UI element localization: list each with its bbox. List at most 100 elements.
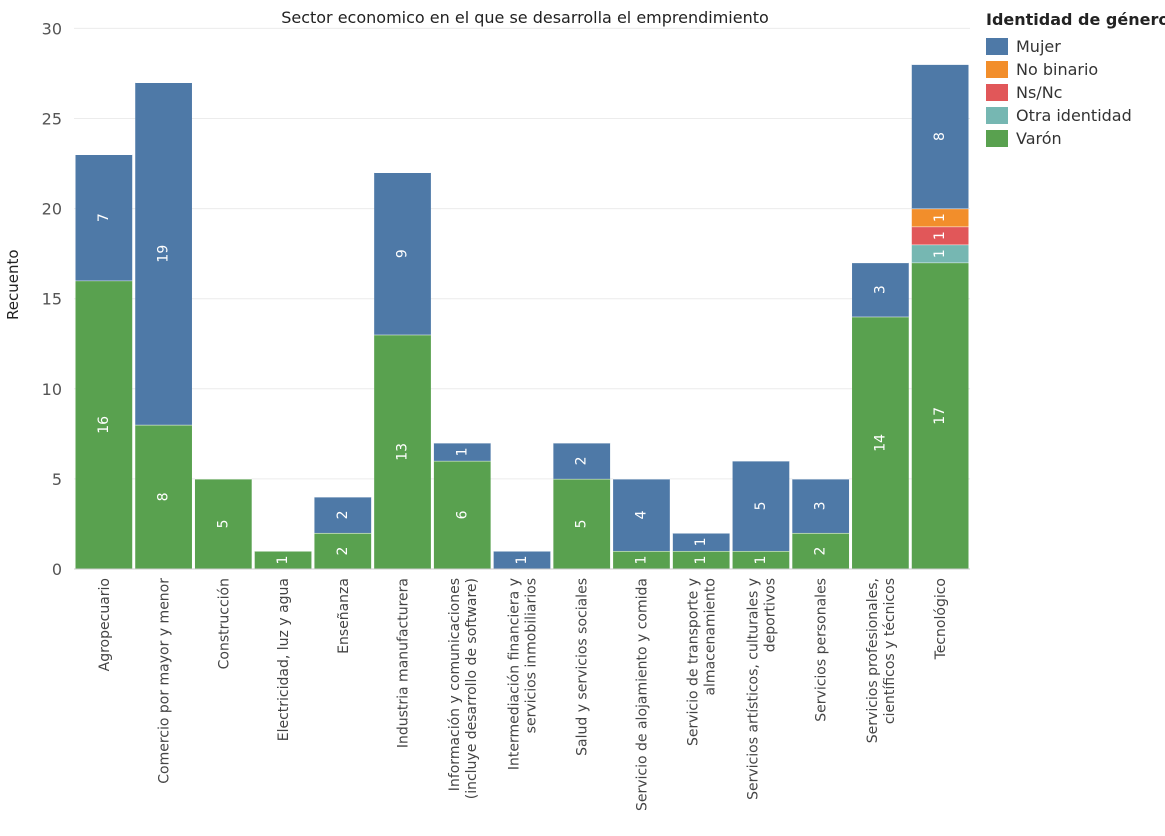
y-tick-label: 15 bbox=[42, 290, 62, 309]
x-tick-label: (incluye desarrollo de software) bbox=[464, 578, 480, 799]
legend-items: Mujer No binario Ns/Nc Otra identidad Varón bbox=[986, 35, 1165, 150]
legend-title: Identidad de género bbox=[986, 10, 1165, 29]
y-tick-label: 30 bbox=[42, 19, 62, 38]
bar-segment bbox=[852, 316, 909, 569]
data-label: 4 bbox=[633, 510, 649, 519]
x-tick-label: Información y comunicaciones bbox=[447, 578, 463, 791]
legend-swatch bbox=[986, 61, 1008, 78]
bar-segment bbox=[314, 496, 372, 533]
y-tick-label: 25 bbox=[42, 109, 62, 128]
data-label: 2 bbox=[813, 547, 829, 556]
legend-swatch bbox=[986, 130, 1008, 147]
bar-segment bbox=[75, 154, 133, 281]
bar-segment bbox=[911, 208, 969, 227]
bar-segment bbox=[792, 478, 850, 533]
data-label: 1 bbox=[693, 556, 709, 565]
data-label: 1 bbox=[275, 556, 291, 565]
bar-segment bbox=[194, 478, 252, 569]
x-tick-label: Tecnológico bbox=[933, 578, 949, 660]
bar-segment bbox=[732, 460, 790, 551]
bar-segment bbox=[792, 532, 850, 569]
data-label: 8 bbox=[932, 132, 948, 141]
bar-segment bbox=[613, 550, 670, 569]
x-tick-label: científicos y técnicos bbox=[882, 578, 898, 724]
bar-segment bbox=[433, 442, 491, 461]
x-tick-label: Servicio de transporte y bbox=[686, 578, 702, 746]
x-tick-label: deportivos bbox=[762, 578, 778, 652]
bar-segment bbox=[374, 334, 431, 569]
y-tick-label: 5 bbox=[52, 470, 62, 489]
x-tick-label: Servicios personales bbox=[814, 578, 830, 722]
data-label: 1 bbox=[932, 213, 948, 222]
bar-segment bbox=[852, 262, 909, 317]
bar-segment bbox=[672, 532, 730, 551]
legend-item[interactable]: Ns/Nc bbox=[986, 81, 1165, 104]
y-tick-label: 20 bbox=[42, 200, 62, 219]
bar-segment bbox=[135, 424, 192, 569]
x-tick-label: Electricidad, luz y agua bbox=[276, 578, 292, 741]
legend-item[interactable]: Otra identidad bbox=[986, 104, 1165, 127]
data-label: 14 bbox=[872, 434, 888, 452]
legend-swatch bbox=[986, 107, 1008, 124]
data-label: 7 bbox=[96, 213, 112, 222]
x-tick-label: servicios inmobiliarios bbox=[524, 578, 540, 733]
data-label: 5 bbox=[215, 519, 231, 528]
bar-segment bbox=[493, 550, 551, 569]
bar-segment bbox=[75, 280, 133, 569]
data-label: 9 bbox=[395, 249, 411, 258]
data-label: 1 bbox=[514, 556, 530, 565]
legend-item[interactable]: No binario bbox=[986, 58, 1165, 81]
legend-label: Otra identidad bbox=[1016, 106, 1132, 125]
data-label: 3 bbox=[813, 501, 829, 510]
x-tick-label: Enseñanza bbox=[336, 578, 352, 654]
data-label: 2 bbox=[574, 456, 590, 465]
data-label: 1 bbox=[454, 447, 470, 456]
data-label: 2 bbox=[335, 510, 351, 519]
data-label: 2 bbox=[335, 547, 351, 556]
x-tick-label: Servicios artísticos, culturales y bbox=[745, 578, 761, 800]
data-label: 3 bbox=[872, 285, 888, 294]
data-label: 1 bbox=[753, 556, 769, 565]
bar-segment bbox=[254, 550, 312, 569]
x-tick-label: Servicios profesionales, bbox=[865, 578, 881, 743]
x-tick-label: Agropecuario bbox=[97, 578, 113, 671]
bar-segment bbox=[911, 262, 969, 569]
y-tick-label: 0 bbox=[52, 560, 62, 579]
x-tick-label: Industria manufacturera bbox=[396, 578, 412, 748]
x-tick-label: Intermediación financiera y bbox=[507, 578, 523, 770]
bar-segment bbox=[911, 226, 969, 245]
legend-label: Mujer bbox=[1016, 37, 1061, 56]
data-label: 5 bbox=[574, 519, 590, 528]
x-tick-label: Salud y servicios sociales bbox=[575, 578, 591, 756]
legend-swatch bbox=[986, 38, 1008, 55]
bar-segment bbox=[374, 172, 431, 335]
bar-segment bbox=[911, 244, 969, 263]
data-label: 16 bbox=[96, 416, 112, 434]
data-label: 1 bbox=[633, 556, 649, 565]
data-label: 17 bbox=[932, 407, 948, 425]
bar-segment bbox=[553, 442, 611, 479]
bar-segment bbox=[911, 64, 969, 209]
x-tick-label: Comercio por mayor y menor bbox=[157, 578, 173, 784]
legend-label: No binario bbox=[1016, 60, 1099, 79]
legend-label: Ns/Nc bbox=[1016, 83, 1063, 102]
data-label: 19 bbox=[156, 245, 172, 263]
bar-segment bbox=[732, 550, 790, 569]
data-label: 5 bbox=[753, 501, 769, 510]
y-tick-label: 10 bbox=[42, 380, 62, 399]
bar-segment bbox=[672, 550, 730, 569]
chart-title: Sector economico en el que se desarrolla… bbox=[281, 8, 769, 27]
legend-item[interactable]: Mujer bbox=[986, 35, 1165, 58]
bar-segment bbox=[613, 478, 670, 551]
data-label: 1 bbox=[693, 538, 709, 547]
bar-segment bbox=[553, 478, 611, 569]
legend: Identidad de género Mujer No binario Ns/Nc… bbox=[986, 10, 1165, 150]
x-tick-label: Construcción bbox=[216, 578, 232, 669]
data-label: 1 bbox=[932, 231, 948, 240]
x-tick-label: Servicio de alojamiento y comida bbox=[634, 578, 650, 811]
legend-swatch bbox=[986, 84, 1008, 101]
bar-segment bbox=[314, 532, 372, 569]
legend-item[interactable]: Varón bbox=[986, 127, 1165, 150]
data-label: 6 bbox=[454, 510, 470, 519]
